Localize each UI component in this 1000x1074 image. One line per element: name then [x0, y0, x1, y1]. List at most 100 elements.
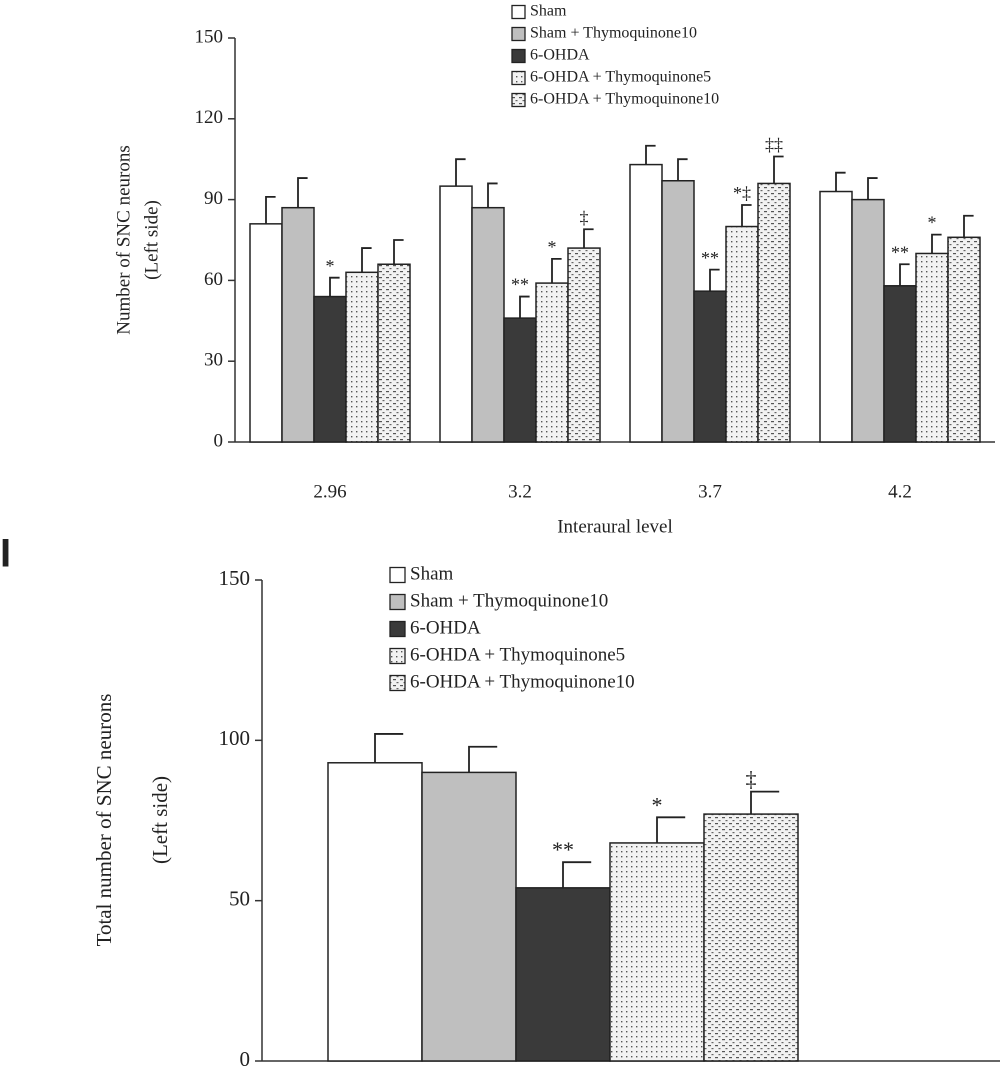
- y-tick-label: 0: [240, 1047, 251, 1071]
- legend-swatch: [389, 647, 406, 665]
- x-tick-label: 3.7: [698, 481, 722, 502]
- significance-label: ‡: [746, 767, 757, 792]
- significance-label: **: [891, 242, 909, 262]
- legend-label: 6-OHDA + Thymoquinone10: [530, 91, 719, 108]
- significance-label: *: [652, 792, 663, 817]
- bar: [947, 236, 981, 443]
- error-bar: [709, 268, 720, 292]
- significance-label: *: [326, 256, 335, 276]
- legend-swatch: [389, 674, 406, 692]
- y-tick-label: 90: [204, 188, 223, 209]
- bar: [883, 285, 917, 443]
- legend-label: 6-OHDA + Thymoquinone5: [530, 69, 711, 86]
- legend-label: Sham: [530, 3, 567, 20]
- y-axis-label: (Left side): [148, 776, 172, 864]
- bar: [629, 163, 663, 443]
- significance-label: *‡: [733, 183, 751, 203]
- significance-label: ‡‡: [765, 135, 783, 155]
- error-bar: [899, 263, 910, 286]
- bar: [703, 813, 799, 1062]
- x-tick-label: 4.2: [888, 481, 912, 502]
- bar: [819, 190, 853, 443]
- error-bar: [468, 745, 498, 773]
- error-bar: [773, 155, 784, 184]
- legend-label: Sham + Thymoquinone10: [530, 25, 697, 42]
- bar: [693, 290, 727, 443]
- y-tick-label: 150: [195, 26, 224, 47]
- significance-label: *: [548, 237, 557, 257]
- error-bar: [583, 228, 594, 249]
- legend-swatch: [511, 92, 526, 108]
- bar: [471, 206, 505, 443]
- significance-label: **: [701, 248, 719, 268]
- legend-label: Sham + Thymoquinone10: [410, 590, 608, 611]
- y-tick-label: 120: [195, 107, 224, 128]
- bar: [851, 198, 885, 443]
- error-bar: [329, 276, 340, 297]
- bar: [915, 252, 949, 443]
- error-bar: [455, 158, 466, 187]
- error-bar: [677, 158, 688, 181]
- bar: [757, 182, 791, 443]
- error-bar: [562, 861, 592, 888]
- legend-label: 6-OHDA: [410, 617, 481, 638]
- error-bar: [963, 214, 974, 238]
- bar: [313, 295, 347, 443]
- error-bar: [867, 177, 878, 200]
- legend-swatch: [389, 620, 406, 638]
- legend-label: 6-OHDA: [530, 47, 590, 64]
- error-bar: [551, 257, 562, 284]
- legend-label: 6-OHDA + Thymoquinone10: [410, 671, 635, 692]
- bar: [503, 317, 537, 443]
- legend-swatch: [389, 593, 406, 611]
- y-axis-label: Number of SNC neurons: [113, 145, 134, 334]
- bar: [281, 206, 315, 443]
- error-bar: [931, 233, 942, 254]
- bar: [567, 247, 601, 443]
- error-bar: [361, 247, 372, 273]
- bar: [609, 842, 705, 1062]
- y-tick-label: 100: [219, 726, 251, 750]
- x-tick-label: 3.2: [508, 481, 532, 502]
- bar: [515, 887, 611, 1062]
- y-axis-label: Total number of SNC neurons: [92, 694, 116, 947]
- y-tick-label: 150: [219, 566, 251, 590]
- legend-swatch: [511, 48, 526, 64]
- bar: [661, 179, 695, 443]
- x-axis-label: Interaural level: [557, 516, 673, 537]
- legend-label: Sham: [410, 563, 454, 584]
- legend-swatch: [511, 4, 526, 20]
- legend-swatch: [511, 70, 526, 86]
- bar: [439, 185, 473, 443]
- y-tick-label: 50: [229, 886, 250, 910]
- y-axis-label: (Left side): [141, 200, 162, 280]
- error-bar: [750, 790, 780, 815]
- significance-label: **: [511, 275, 529, 295]
- error-bar: [487, 182, 498, 208]
- error-bar: [265, 196, 276, 224]
- error-bar: [835, 171, 846, 192]
- bar: [345, 271, 379, 443]
- significance-label: **: [552, 837, 574, 862]
- bar: [249, 223, 283, 443]
- error-bar: [519, 295, 530, 319]
- bar: [377, 263, 411, 443]
- x-tick-label: 2.96: [313, 481, 346, 502]
- legend-swatch: [511, 26, 526, 42]
- y-tick-label: 30: [204, 350, 223, 371]
- y-tick-label: 0: [214, 430, 224, 451]
- error-bar: [393, 239, 404, 265]
- bar: [535, 282, 569, 443]
- significance-label: ‡: [580, 207, 589, 227]
- error-bar: [741, 204, 752, 227]
- panel-label: I: [0, 532, 11, 576]
- error-bar: [297, 177, 308, 208]
- bar: [421, 771, 517, 1062]
- significance-label: *: [928, 213, 937, 233]
- legend-swatch: [389, 566, 406, 584]
- bar: [725, 225, 759, 443]
- error-bar: [374, 733, 404, 763]
- bar: [327, 762, 423, 1062]
- error-bar: [656, 816, 686, 843]
